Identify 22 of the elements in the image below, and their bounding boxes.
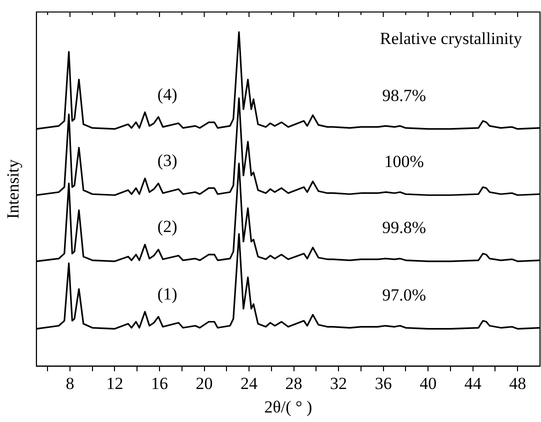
x-tick-label: 32 <box>330 374 348 393</box>
y-axis-title: Intensity <box>4 158 23 219</box>
x-tick-label: 28 <box>285 374 302 393</box>
series-label: (2) <box>157 217 178 236</box>
series-label: (3) <box>157 151 178 170</box>
annotation: 97.0% <box>382 286 426 305</box>
x-tick-label: 40 <box>420 374 437 393</box>
x-tick-label: 20 <box>196 374 213 393</box>
x-tick-label: 36 <box>374 374 392 393</box>
x-tick-label: 12 <box>106 374 124 393</box>
x-tick-label: 48 <box>509 374 526 393</box>
x-tick-label: 24 <box>240 374 258 393</box>
series-label: (4) <box>157 84 178 104</box>
x-tick-label: 8 <box>66 374 74 393</box>
annotation: Relative crystallinity <box>380 28 522 48</box>
annotation: 100% <box>384 152 424 172</box>
x-tick-label: 16 <box>151 374 168 393</box>
x-axis-title: 2θ/( ° ) <box>264 397 312 416</box>
series-label: (1) <box>157 284 178 304</box>
annotation: 98.7% <box>382 86 426 105</box>
annotation: 99.8% <box>382 218 426 238</box>
x-tick-label: 44 <box>464 374 482 393</box>
